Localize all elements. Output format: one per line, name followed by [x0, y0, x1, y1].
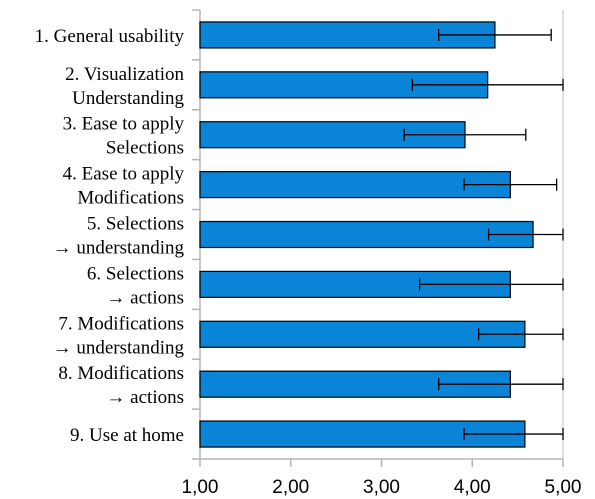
category-label: Understanding [72, 88, 184, 109]
bar [199, 420, 526, 448]
category-label: 3. Ease to apply [63, 114, 185, 135]
x-tick-label: 1,00 [182, 477, 219, 498]
category-label: → understanding [53, 238, 185, 259]
category-label: 4. Ease to apply [63, 164, 185, 185]
category-label: → understanding [53, 337, 185, 358]
category-label: 6. Selections [87, 263, 184, 284]
category-label: → actions [106, 287, 184, 308]
category-label: Modifications [77, 188, 184, 209]
category-label: 8. Modifications [58, 363, 184, 384]
x-tick-label: 3,00 [363, 477, 400, 498]
category-label: 7. Modifications [58, 313, 184, 334]
category-label: 2. Visualization [65, 64, 184, 85]
bar [199, 171, 511, 199]
x-tick-label: 2,00 [272, 477, 309, 498]
x-tick-label: 4,00 [454, 477, 491, 498]
category-label: 9. Use at home [70, 425, 184, 446]
category-label: Selections [106, 138, 184, 159]
bar [199, 320, 526, 348]
category-label: 5. Selections [87, 214, 184, 235]
plot-area: 1,00 2,00 3,00 4,00 5,00 1. General usability… [35, 9, 582, 498]
bar [199, 220, 534, 249]
category-label: → actions [106, 387, 184, 408]
category-label: 1. General usability [35, 26, 185, 47]
x-tick-label: 5,00 [545, 477, 582, 498]
